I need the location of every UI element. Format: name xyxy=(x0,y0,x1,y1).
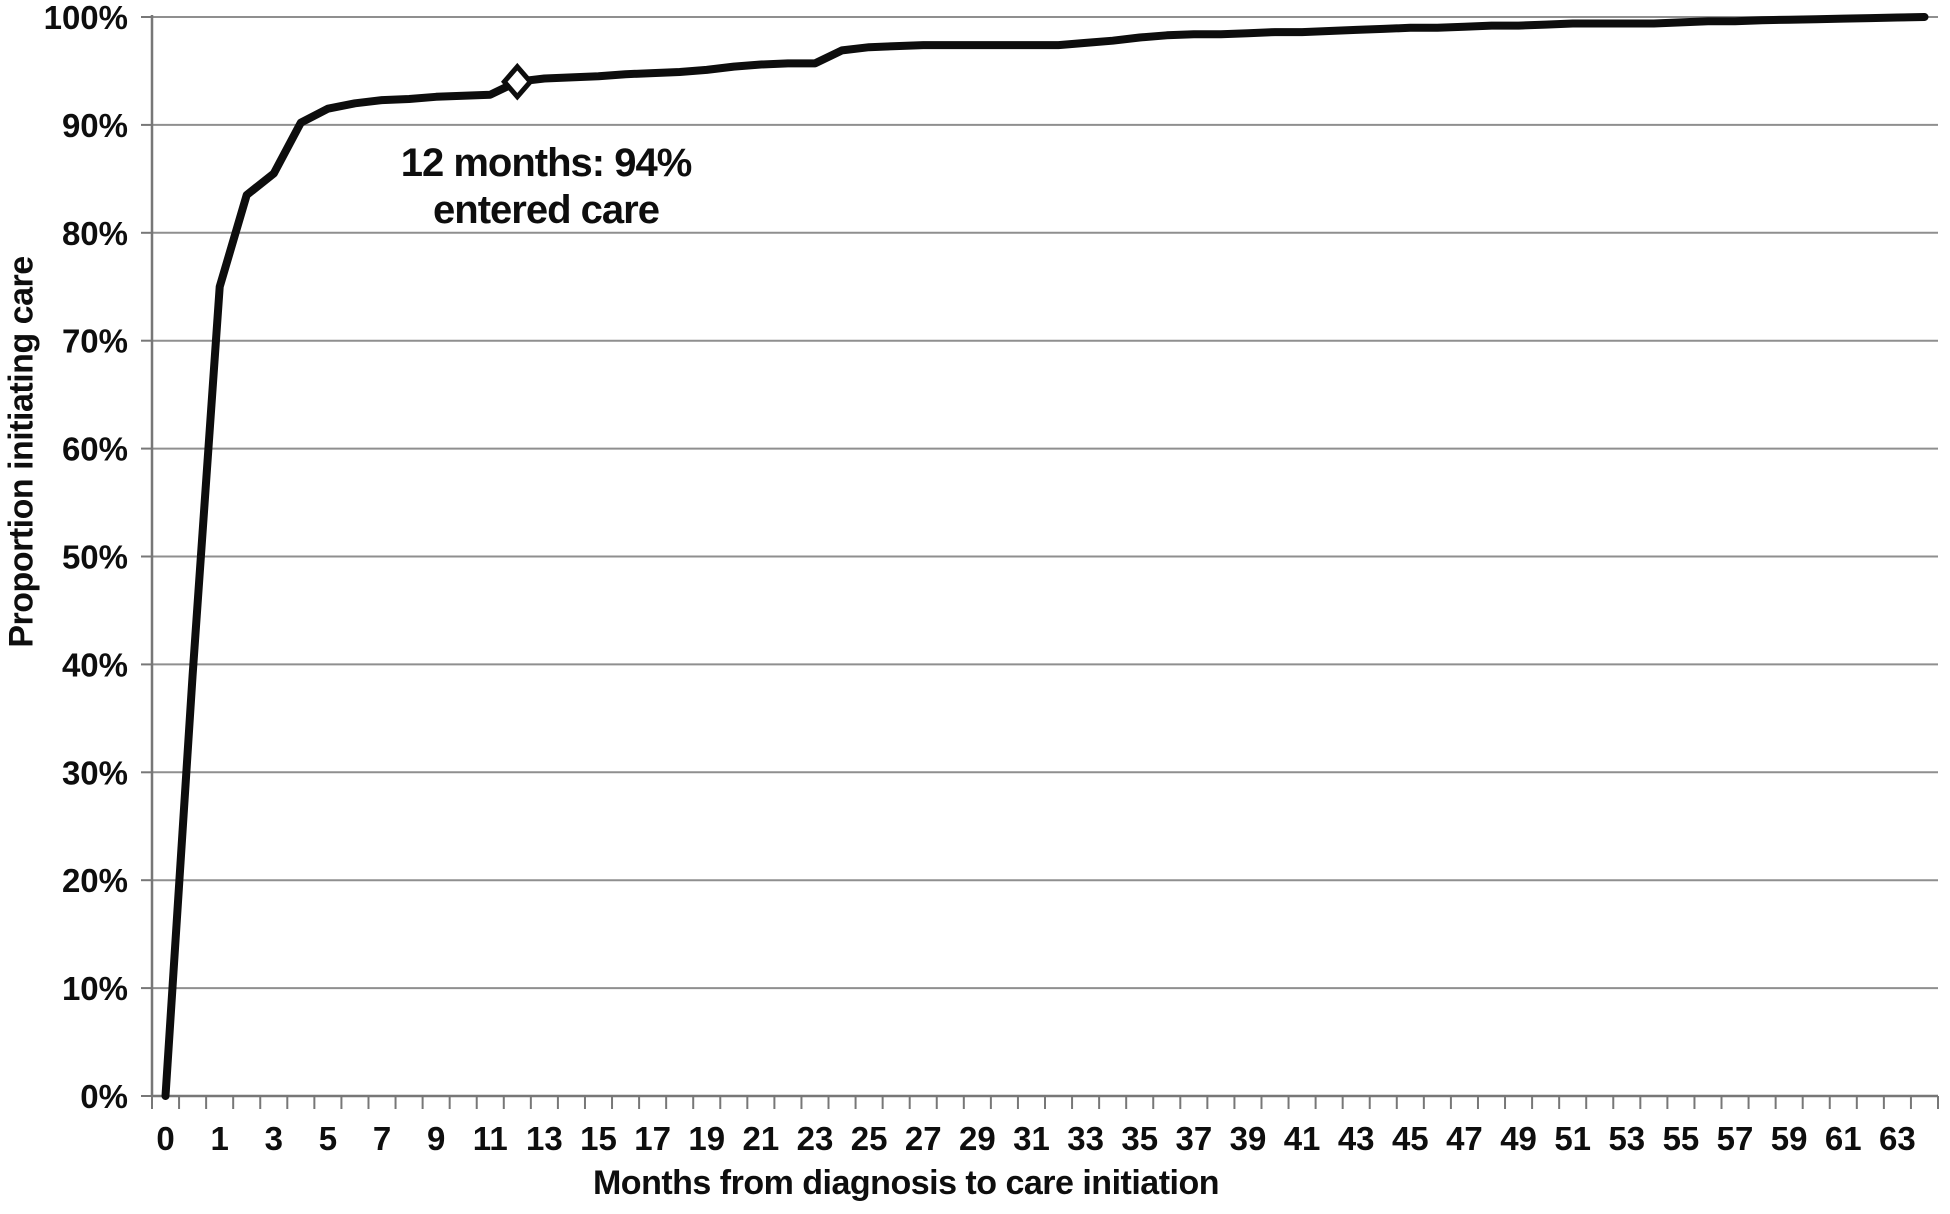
x-tick-label: 31 xyxy=(1013,1120,1050,1157)
x-tick-label: 23 xyxy=(797,1120,834,1157)
x-tick-label: 41 xyxy=(1284,1120,1321,1157)
y-tick-label: 100% xyxy=(44,0,128,36)
x-tick-label: 43 xyxy=(1338,1120,1375,1157)
y-tick-label: 90% xyxy=(62,107,128,144)
y-tick-label: 0% xyxy=(80,1078,128,1115)
x-tick-label: 35 xyxy=(1121,1120,1158,1157)
x-tick-label: 59 xyxy=(1771,1120,1808,1157)
y-tick-label: 50% xyxy=(62,539,128,576)
x-tick-label: 1 xyxy=(210,1120,228,1157)
x-tick-label: 17 xyxy=(634,1120,671,1157)
annotation-line-1: 12 months: 94% xyxy=(400,141,693,185)
x-tick-label: 25 xyxy=(851,1120,888,1157)
diamond-marker-12-months xyxy=(501,62,534,101)
annotation-line-2: entered care xyxy=(433,187,660,232)
x-tick-label: 7 xyxy=(373,1120,391,1157)
x-tick-label: 45 xyxy=(1392,1120,1429,1157)
x-tick-label: 11 xyxy=(473,1120,508,1157)
x-tick-label: 27 xyxy=(905,1120,942,1157)
annotation-12-months: 12 months: 94% entered care xyxy=(396,140,696,234)
x-tick-label: 29 xyxy=(959,1120,996,1157)
x-tick-label: 19 xyxy=(688,1120,725,1157)
x-tick-label: 33 xyxy=(1067,1120,1104,1157)
x-tick-label: 53 xyxy=(1608,1120,1645,1157)
x-tick-label: 61 xyxy=(1825,1120,1862,1157)
x-tick-label: 57 xyxy=(1717,1120,1754,1157)
x-tick-label: 21 xyxy=(743,1120,780,1157)
x-tick-label: 3 xyxy=(265,1120,283,1157)
y-tick-label: 40% xyxy=(62,646,128,683)
y-axis-title: Proportion initiating care xyxy=(2,256,41,648)
x-tick-label: 5 xyxy=(319,1120,337,1157)
x-tick-label: 9 xyxy=(427,1120,445,1157)
x-tick-label: 37 xyxy=(1175,1120,1212,1157)
x-tick-label: 55 xyxy=(1663,1120,1700,1157)
x-tick-label: 51 xyxy=(1554,1120,1591,1157)
y-tick-label: 60% xyxy=(62,431,128,468)
x-axis-title: Months from diagnosis to care initiation xyxy=(592,1164,1220,1202)
y-tick-label: 30% xyxy=(62,754,128,791)
x-tick-label: 47 xyxy=(1446,1120,1483,1157)
x-tick-label: 15 xyxy=(580,1120,617,1157)
y-tick-label: 80% xyxy=(62,215,128,252)
x-tick-label: 13 xyxy=(526,1120,563,1157)
y-tick-label: 10% xyxy=(62,970,128,1007)
x-tick-label: 0 xyxy=(156,1120,174,1157)
series-line xyxy=(161,13,1929,1100)
x-tick-label: 39 xyxy=(1230,1120,1267,1157)
x-tick-label: 49 xyxy=(1500,1120,1537,1157)
y-tick-label: 20% xyxy=(62,862,128,899)
y-tick-label: 70% xyxy=(62,323,128,360)
x-tick-label: 63 xyxy=(1879,1120,1916,1157)
